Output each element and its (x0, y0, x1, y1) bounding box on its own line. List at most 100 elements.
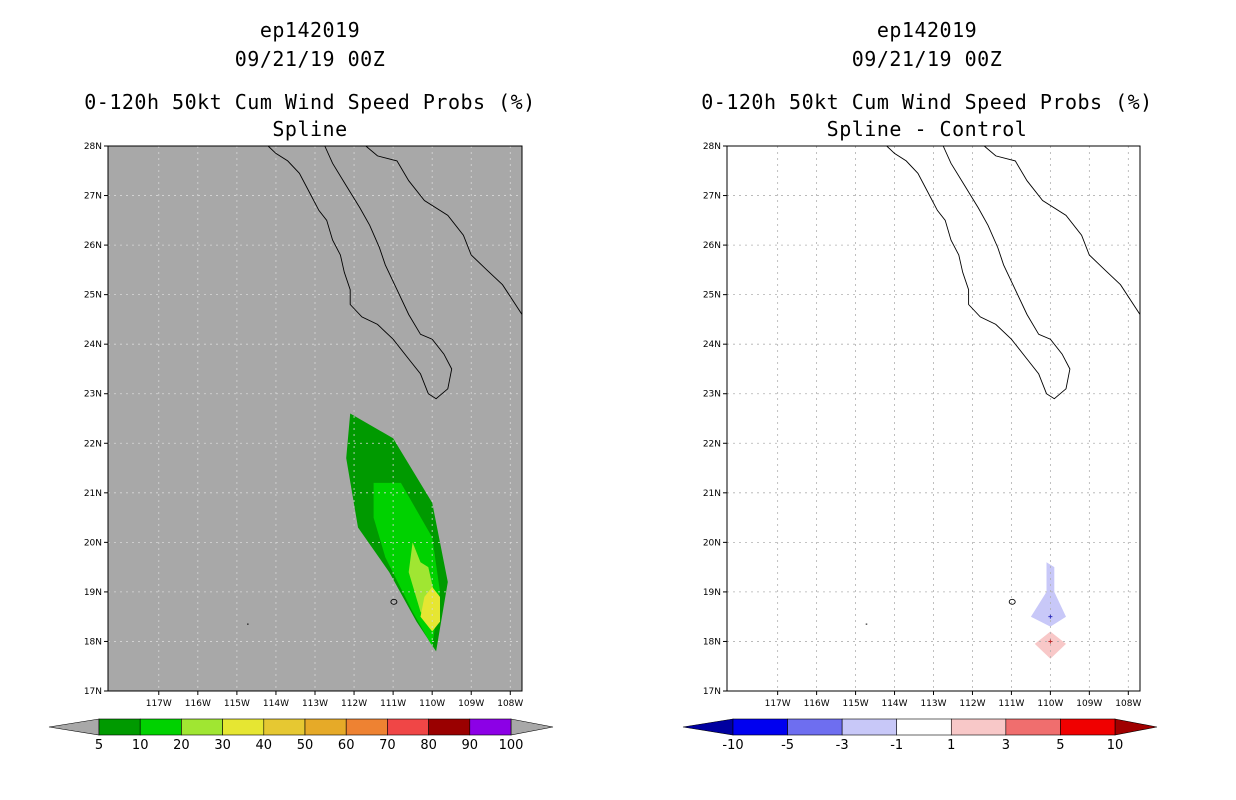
right-colorbar-swatch-3 (896, 718, 952, 736)
left-xtick-label-109W: 109W (458, 699, 484, 709)
right-colorbar-label-3: -1 (890, 738, 903, 753)
right-xtick-label-117W: 117W (765, 699, 791, 709)
left-ytick-label-23N: 23N (84, 390, 102, 400)
right-ytick-label-17N: 17N (703, 687, 721, 697)
right-marker-negative (1048, 614, 1053, 619)
left-plot-group: 117W 116W 115W 114W 113W 112W 111W 110W 109W 108W… (84, 142, 524, 709)
right-contour--3--1 (1030, 562, 1066, 627)
left-datetime: 09/21/19 00Z (234, 47, 386, 71)
right-datetime: 09/21/19 00Z (851, 47, 1003, 71)
left-island-socorro (390, 598, 398, 605)
left-colorbar-swatch-7 (387, 718, 429, 736)
right-coastline-baja (886, 145, 1071, 400)
right-xtick-label-109W: 109W (1076, 699, 1102, 709)
left-colorbar-swatch-1 (139, 718, 182, 736)
right-ytick-label-26N: 26N (703, 241, 721, 251)
left-colorbar-swatch-9 (469, 718, 512, 736)
right-xtick-label-108W: 108W (1115, 699, 1141, 709)
right-title-block: ep142019 09/21/19 00Z 0-120h 50kt Cum Wi… (637, 16, 1217, 144)
left-colorbar-label-3: 30 (214, 738, 231, 753)
right-xtick-label-110W: 110W (1037, 699, 1063, 709)
right-storm-id: ep142019 (876, 18, 978, 42)
left-subtitle: Spline (272, 117, 348, 141)
left-colorbar-label-0: 5 (95, 738, 103, 753)
right-colorbar-swatch-4 (950, 718, 1007, 736)
right-colorbar-swatch-2 (841, 718, 898, 736)
left-colorbar-label-5: 50 (297, 738, 314, 753)
left-colorbar-label-1: 10 (132, 738, 149, 753)
left-colorbar-label-9: 90 (462, 738, 479, 753)
left-ytick-label-25N: 25N (84, 291, 102, 301)
right-colorbar-label-0: -10 (722, 738, 743, 753)
left-contour-30-40 (420, 587, 440, 632)
left-colorbar-swatch-6 (345, 718, 388, 736)
left-ytick-label-22N: 22N (84, 439, 102, 449)
right-ytick-label-25N: 25N (703, 291, 721, 301)
right-colorbar-label-7: 10 (1107, 738, 1124, 753)
right-colorbar-swatch-0 (732, 718, 788, 736)
right-colorbar-label-5: 3 (1002, 738, 1010, 753)
right-product: 0-120h 50kt Cum Wind Speed Probs (%) (701, 90, 1153, 114)
left-ytick-label-26N: 26N (84, 241, 102, 251)
left-coastline-baja (267, 145, 453, 400)
right-colorbar-swatch-1 (787, 718, 843, 736)
left-xtick-label-112W: 112W (341, 699, 367, 709)
right-xtick-label-114W: 114W (881, 699, 907, 709)
right-colorbar: -10 -5 -3 -1 1 3 5 10 (682, 718, 1158, 753)
left-xtick-label-117W: 117W (146, 699, 172, 709)
left-xtick-label-115W: 115W (224, 699, 250, 709)
left-title-block: ep142019 09/21/19 00Z 0-120h 50kt Cum Wi… (20, 16, 600, 144)
right-plot-group: 117W 116W 115W 114W 113W 112W 111W 110W 109W 108W… (703, 142, 1142, 709)
left-ytick-label-24N: 24N (84, 340, 102, 350)
left-colorbar-label-2: 20 (173, 738, 190, 753)
right-colorbar-arrow-right (1114, 718, 1158, 736)
left-xtick-label-113W: 113W (302, 699, 328, 709)
right-xtick-label-112W: 112W (959, 699, 985, 709)
right-marker-positive (1048, 639, 1053, 644)
right-xtick-label-116W: 116W (804, 699, 830, 709)
left-ytick-label-21N: 21N (84, 489, 102, 499)
right-island-socorro (1008, 598, 1016, 605)
left-coastline-mainland (365, 145, 523, 315)
left-colorbar-swatch-4 (263, 718, 306, 736)
left-ytick-label-17N: 17N (84, 687, 102, 697)
left-storm-id: ep142019 (259, 18, 361, 42)
right-colorbar-label-6: 5 (1056, 738, 1064, 753)
right-ytick-label-28N: 28N (703, 142, 721, 152)
left-xtick-label-110W: 110W (419, 699, 445, 709)
left-colorbar-swatch-5 (304, 718, 347, 736)
left-ytick-label-27N: 27N (84, 192, 102, 202)
left-colorbar-swatch-2 (181, 718, 223, 736)
right-ytick-label-18N: 18N (703, 637, 721, 647)
left-colorbar-swatch-8 (428, 718, 471, 736)
left-ytick-label-18N: 18N (84, 637, 102, 647)
left-colorbar-label-7: 70 (379, 738, 396, 753)
left-ytick-label-20N: 20N (84, 538, 102, 548)
right-colorbar-label-1: -5 (781, 738, 794, 753)
right-ytick-label-19N: 19N (703, 588, 721, 598)
right-ytick-label-21N: 21N (703, 489, 721, 499)
right-ytick-label-20N: 20N (703, 538, 721, 548)
right-ytick-label-24N: 24N (703, 340, 721, 350)
right-xtick-label-115W: 115W (843, 699, 869, 709)
left-xtick-label-108W: 108W (497, 699, 523, 709)
right-ytick-label-27N: 27N (703, 192, 721, 202)
left-colorbar-label-8: 80 (420, 738, 437, 753)
right-colorbar-label-2: -3 (836, 738, 849, 753)
left-product: 0-120h 50kt Cum Wind Speed Probs (%) (84, 90, 536, 114)
left-colorbar: 5 10 20 30 40 50 60 70 80 90 100 (48, 718, 554, 753)
right-ytick-label-23N: 23N (703, 390, 721, 400)
right-colorbar-swatch-6 (1060, 718, 1116, 736)
left-colorbar-arrow-left (48, 718, 100, 736)
left-colorbar-arrow-right (510, 718, 554, 736)
left-xtick-label-116W: 116W (185, 699, 211, 709)
right-colorbar-label-4: 1 (947, 738, 955, 753)
left-colorbar-label-4: 40 (256, 738, 273, 753)
right-coastline-mainland (983, 145, 1141, 315)
right-subtitle: Spline - Control (826, 117, 1028, 141)
left-xtick-label-114W: 114W (263, 699, 289, 709)
left-ytick-label-19N: 19N (84, 588, 102, 598)
right-ytick-label-22N: 22N (703, 439, 721, 449)
right-colorbar-swatch-5 (1005, 718, 1061, 736)
